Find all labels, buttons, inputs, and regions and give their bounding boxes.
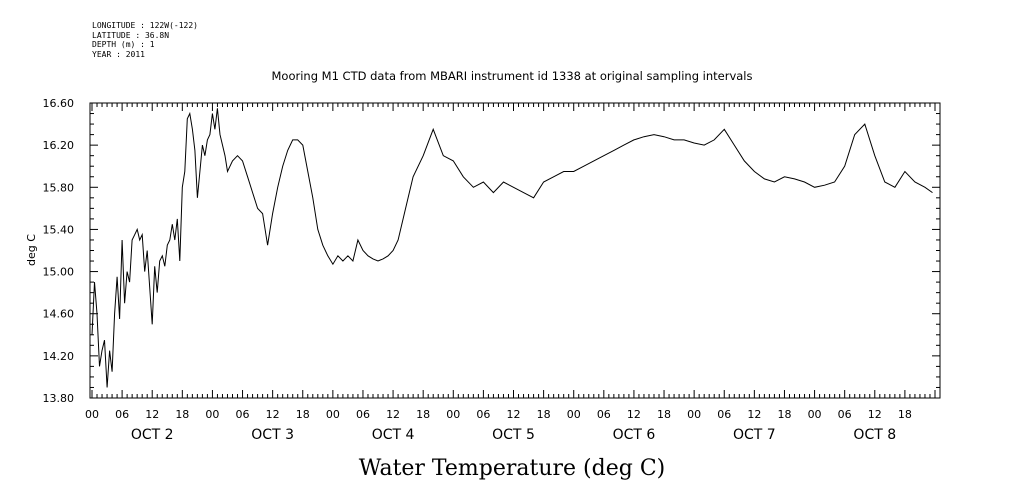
x-tick-label: 12	[868, 408, 882, 421]
x-tick-label: 00	[326, 408, 340, 421]
y-tick-label: 14.60	[43, 308, 75, 321]
depth-text: DEPTH (m) : 1	[92, 40, 155, 49]
day-label: OCT 6	[613, 427, 656, 443]
plot-frame	[89, 102, 941, 399]
x-tick-label: 18	[777, 408, 791, 421]
x-tick-label: 18	[416, 408, 430, 421]
x-tick-label: 06	[597, 408, 611, 421]
x-tick-label: 00	[567, 408, 581, 421]
chart-title: Mooring M1 CTD data from MBARI instrumen…	[272, 69, 753, 83]
x-tick-label: 12	[145, 408, 159, 421]
x-axis-title: Water Temperature (deg C)	[359, 456, 666, 481]
y-tick-label: 15.80	[43, 181, 75, 194]
x-tick-label: 18	[657, 408, 671, 421]
x-tick-label: 00	[85, 408, 99, 421]
x-tick-label: 00	[446, 408, 460, 421]
x-tick-label: 06	[476, 408, 490, 421]
axis-labels: 00 06 12 18 00 06 12 18 00 06 12 18 00 06 12 18 00 06 12 18…	[43, 97, 912, 443]
x-tick-label: 18	[296, 408, 310, 421]
day-label: OCT 8	[853, 427, 896, 443]
x-tick-label: 12	[266, 408, 280, 421]
y-tick-label: 15.40	[43, 223, 75, 236]
x-tick-label: 12	[747, 408, 761, 421]
x-tick-label: 00	[205, 408, 219, 421]
y-tick-label: 15.00	[43, 266, 75, 279]
day-label: OCT 5	[492, 427, 535, 443]
x-tick-label: 18	[537, 408, 551, 421]
x-tick-label: 12	[386, 408, 400, 421]
year-text: YEAR : 2011	[92, 49, 145, 59]
metadata-header: LONGITUDE : 122W(-122) LATITUDE : 36.8N …	[92, 21, 198, 59]
y-tick-label: 16.20	[43, 139, 75, 152]
x-tick-label: 06	[115, 408, 129, 421]
day-label: OCT 2	[131, 427, 174, 443]
longitude-text: LONGITUDE : 122W(-122)	[92, 21, 198, 30]
y-tick-label: 14.20	[43, 350, 75, 363]
day-label: OCT 3	[251, 427, 294, 443]
x-tick-label: 18	[175, 408, 189, 421]
x-tick-label: 06	[717, 408, 731, 421]
x-tick-label: 06	[838, 408, 852, 421]
x-tick-label: 12	[627, 408, 641, 421]
x-tick-label: 18	[898, 408, 912, 421]
y-tick-label: 13.80	[43, 392, 75, 405]
latitude-text: LATITUDE : 36.8N	[92, 30, 170, 40]
day-label: OCT 7	[733, 427, 776, 443]
x-tick-label: 00	[687, 408, 701, 421]
x-tick-label: 06	[356, 408, 370, 421]
x-tick-label: 06	[236, 408, 250, 421]
day-label: OCT 4	[372, 427, 415, 443]
x-tick-label: 00	[808, 408, 822, 421]
y-tick-label: 16.60	[43, 97, 75, 110]
y-axis-label: deg C	[25, 234, 38, 266]
temperature-series-line	[91, 108, 933, 388]
x-tick-label: 12	[507, 408, 521, 421]
axis-ticks	[90, 102, 940, 399]
